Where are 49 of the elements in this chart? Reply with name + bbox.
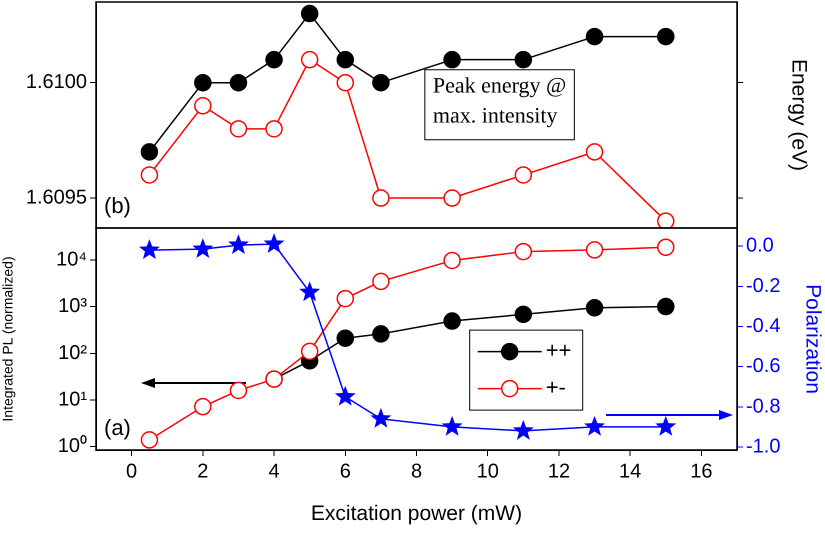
y2-tick-label: -0.6 — [746, 355, 780, 378]
x-tick-label: 4 — [268, 460, 280, 483]
x-tick-label: 10 — [476, 460, 499, 483]
x-axis-title: Excitation power (mW) — [310, 502, 522, 526]
point — [657, 28, 675, 46]
annotation: Peak energy @ max. intensity — [432, 72, 566, 128]
point — [443, 312, 461, 330]
y-tick-label: 10⁰ — [58, 434, 87, 458]
point — [657, 298, 675, 316]
point — [372, 325, 390, 343]
y2-tick-label: -1.0 — [746, 436, 780, 458]
y-axis-title: Energy (eV) — [788, 58, 811, 172]
point — [300, 342, 318, 360]
point — [336, 329, 354, 347]
y-tick-label: 10¹ — [58, 388, 88, 410]
point — [443, 50, 461, 68]
x-tick-label: 12 — [548, 460, 570, 483]
point — [372, 74, 390, 92]
y2-tick-label: 0.0 — [746, 234, 774, 257]
x-tick-label: 2 — [197, 460, 208, 483]
y-tick-label: 10³ — [58, 295, 88, 318]
annotation: (a) — [104, 415, 131, 440]
x-tick-label: 16 — [690, 460, 713, 483]
point — [230, 74, 248, 92]
y2-tick-label: -0.8 — [746, 395, 780, 418]
point — [194, 74, 212, 92]
x-tick-label: 8 — [410, 460, 422, 483]
y-axis-title: Integrated PL (normalized) — [0, 256, 16, 422]
point — [265, 50, 283, 68]
y2-tick-label: -0.2 — [746, 274, 780, 297]
x-tick-label: 6 — [340, 460, 351, 483]
y2-axis-title: Polarization — [802, 284, 825, 394]
x-tick-label: 14 — [619, 460, 642, 483]
y-tick-label: 10² — [58, 342, 88, 364]
annotation: (b) — [104, 193, 131, 218]
legend-label: ++ — [546, 338, 572, 363]
y2-tick-label: -0.4 — [746, 314, 780, 337]
x-tick-label: 0 — [126, 460, 138, 483]
point — [514, 306, 532, 324]
point — [300, 4, 318, 22]
point — [514, 50, 532, 68]
y-tick-label: 1.6100 — [26, 71, 87, 94]
point — [586, 28, 604, 46]
point — [336, 50, 354, 68]
legend-label: +- — [546, 374, 566, 400]
y-tick-label: 10⁴ — [56, 248, 87, 270]
y-tick-label: 1.6095 — [26, 186, 87, 209]
point — [140, 143, 158, 161]
point — [586, 299, 604, 317]
